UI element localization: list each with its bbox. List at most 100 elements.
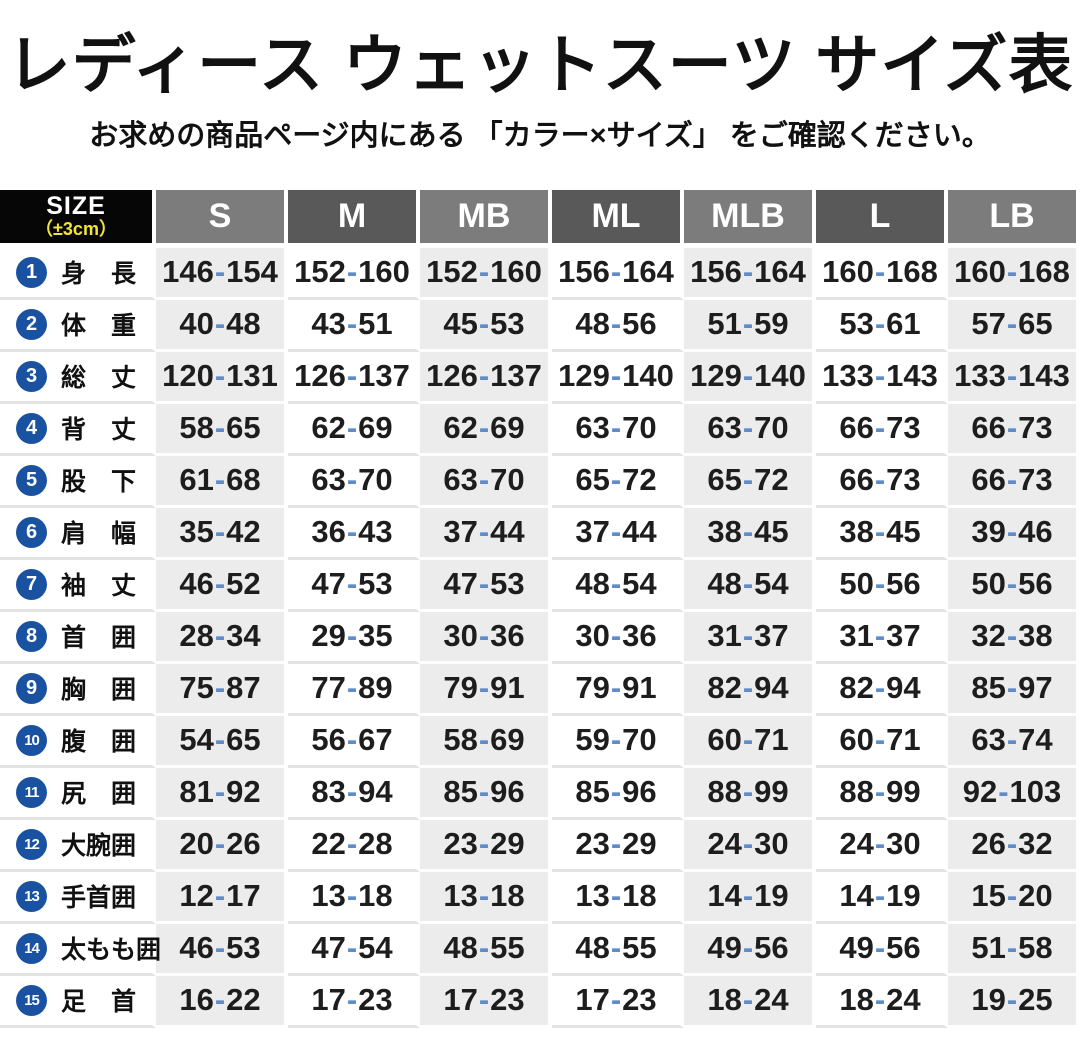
size-value-cell: 30-36	[420, 611, 552, 664]
range-min: 49	[707, 930, 742, 966]
size-chart-page: レディース ウェットスーツ サイズ表 お求めの商品ページ内にある 「カラー×サイ…	[0, 29, 1080, 1039]
range-dash: -	[1006, 358, 1018, 394]
size-value-cell: 47-53	[420, 559, 552, 612]
row-number-badge: 2	[16, 308, 47, 340]
range-dash: -	[346, 514, 358, 550]
range-dash: -	[874, 670, 886, 706]
range-dash: -	[346, 254, 358, 290]
range-max: 73	[886, 410, 921, 446]
row-number-badge: 12	[16, 828, 47, 860]
measure-label-cell: 5 股 下	[0, 455, 156, 508]
range-max: 54	[622, 566, 657, 602]
range-min: 24	[839, 826, 874, 862]
range-dash: -	[478, 358, 490, 394]
range-min: 152	[294, 254, 346, 290]
range-dash: -	[742, 670, 754, 706]
range-min: 17	[443, 982, 478, 1018]
row-number-badge: 9	[16, 672, 47, 704]
range-dash: -	[214, 254, 226, 290]
range-dash: -	[874, 566, 886, 602]
size-value-cell: 160-168	[948, 247, 1080, 300]
range-min: 48	[575, 306, 610, 342]
range-min: 156	[690, 254, 742, 290]
range-min: 51	[971, 930, 1006, 966]
range-dash: -	[214, 878, 226, 914]
range-max: 69	[490, 410, 525, 446]
range-max: 68	[226, 462, 261, 498]
range-dash: -	[874, 982, 886, 1018]
range-min: 58	[443, 722, 478, 758]
size-value-cell: 43-51	[288, 299, 420, 352]
range-dash: -	[346, 410, 358, 446]
range-min: 13	[575, 878, 610, 914]
range-dash: -	[346, 358, 358, 394]
range-max: 18	[622, 878, 657, 914]
size-corner-cell: SIZE （±3cm）	[0, 189, 156, 248]
size-value-cell: 50-56	[816, 559, 948, 612]
range-min: 23	[443, 826, 478, 862]
size-value-cell: 77-89	[288, 663, 420, 716]
row-number-badge: 15	[16, 984, 47, 1016]
range-min: 20	[179, 826, 214, 862]
range-max: 92	[226, 774, 261, 810]
measure-label: 首 囲	[61, 624, 137, 653]
range-min: 126	[294, 358, 346, 394]
range-max: 24	[886, 982, 921, 1018]
range-dash: -	[214, 462, 226, 498]
size-value-cell: 152-160	[420, 247, 552, 300]
range-dash: -	[610, 930, 622, 966]
range-max: 70	[490, 462, 525, 498]
range-min: 156	[558, 254, 610, 290]
range-max: 54	[754, 566, 789, 602]
range-min: 38	[707, 514, 742, 550]
range-min: 22	[311, 826, 346, 862]
range-min: 47	[443, 566, 478, 602]
range-min: 32	[971, 618, 1006, 654]
range-max: 96	[490, 774, 525, 810]
range-max: 42	[226, 514, 261, 550]
measure-label: 肩 幅	[61, 520, 137, 549]
range-dash: -	[874, 306, 886, 342]
measure-label-cell: 1 身 長	[0, 247, 156, 300]
range-max: 94	[754, 670, 789, 706]
size-value-cell: 31-37	[816, 611, 948, 664]
size-value-cell: 75-87	[156, 663, 288, 716]
range-dash: -	[214, 982, 226, 1018]
range-min: 129	[690, 358, 742, 394]
range-max: 65	[226, 410, 261, 446]
measure-label: 袖 丈	[61, 572, 137, 601]
range-min: 12	[179, 878, 214, 914]
range-max: 25	[1018, 982, 1053, 1018]
size-value-cell: 61-68	[156, 455, 288, 508]
range-max: 61	[886, 306, 921, 342]
size-value-cell: 14-19	[684, 871, 816, 924]
range-min: 16	[179, 982, 214, 1018]
size-value-cell: 92-103	[948, 767, 1080, 820]
size-value-cell: 18-24	[816, 975, 948, 1028]
range-min: 50	[971, 566, 1006, 602]
range-dash: -	[346, 670, 358, 706]
range-min: 92	[962, 774, 998, 810]
range-min: 15	[971, 878, 1006, 914]
measure-label: 大腕囲	[61, 832, 137, 861]
range-min: 75	[179, 670, 214, 706]
row-number-badge: 10	[16, 724, 47, 756]
range-min: 126	[426, 358, 478, 394]
range-min: 85	[443, 774, 478, 810]
range-max: 53	[226, 930, 261, 966]
row-number-badge: 11	[16, 776, 47, 808]
range-min: 17	[575, 982, 610, 1018]
size-value-cell: 85-97	[948, 663, 1080, 716]
range-dash: -	[478, 774, 490, 810]
range-max: 23	[490, 982, 525, 1018]
range-max: 160	[358, 254, 410, 290]
range-max: 70	[622, 410, 657, 446]
size-value-cell: 63-70	[684, 403, 816, 456]
range-max: 137	[490, 358, 542, 394]
range-dash: -	[1006, 982, 1018, 1018]
range-min: 47	[311, 930, 346, 966]
